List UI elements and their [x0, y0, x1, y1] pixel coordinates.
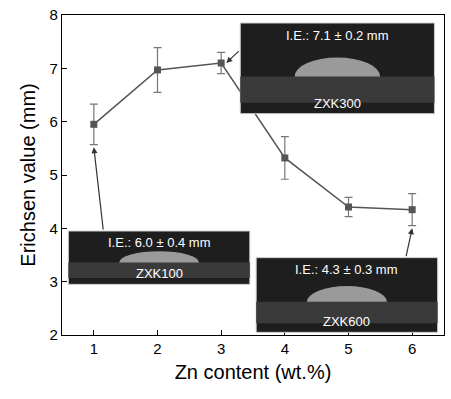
svg-text:3: 3 — [50, 273, 58, 290]
svg-text:I.E.: 7.1 ± 0.2 mm: I.E.: 7.1 ± 0.2 mm — [286, 28, 389, 43]
svg-text:4: 4 — [50, 220, 58, 237]
svg-text:8: 8 — [50, 6, 58, 23]
svg-text:2: 2 — [50, 326, 58, 343]
svg-text:5: 5 — [50, 166, 58, 183]
svg-text:I.E.: 4.3 ± 0.3 mm: I.E.: 4.3 ± 0.3 mm — [295, 262, 398, 277]
svg-text:ZXK600: ZXK600 — [323, 314, 370, 329]
svg-text:I.E.: 6.0 ± 0.4 mm: I.E.: 6.0 ± 0.4 mm — [108, 235, 211, 250]
svg-text:6: 6 — [408, 340, 416, 357]
svg-text:ZXK300: ZXK300 — [314, 96, 361, 111]
svg-text:2: 2 — [153, 340, 161, 357]
svg-text:ZXK100: ZXK100 — [136, 266, 183, 281]
svg-text:Zn content (wt.%): Zn content (wt.%) — [175, 361, 332, 383]
svg-text:6: 6 — [50, 113, 58, 130]
svg-text:3: 3 — [217, 340, 225, 357]
svg-text:7: 7 — [50, 60, 58, 77]
svg-text:5: 5 — [344, 340, 352, 357]
svg-text:4: 4 — [281, 340, 289, 357]
svg-text:1: 1 — [90, 340, 98, 357]
svg-text:Erichsen value (mm): Erichsen value (mm) — [17, 83, 39, 266]
